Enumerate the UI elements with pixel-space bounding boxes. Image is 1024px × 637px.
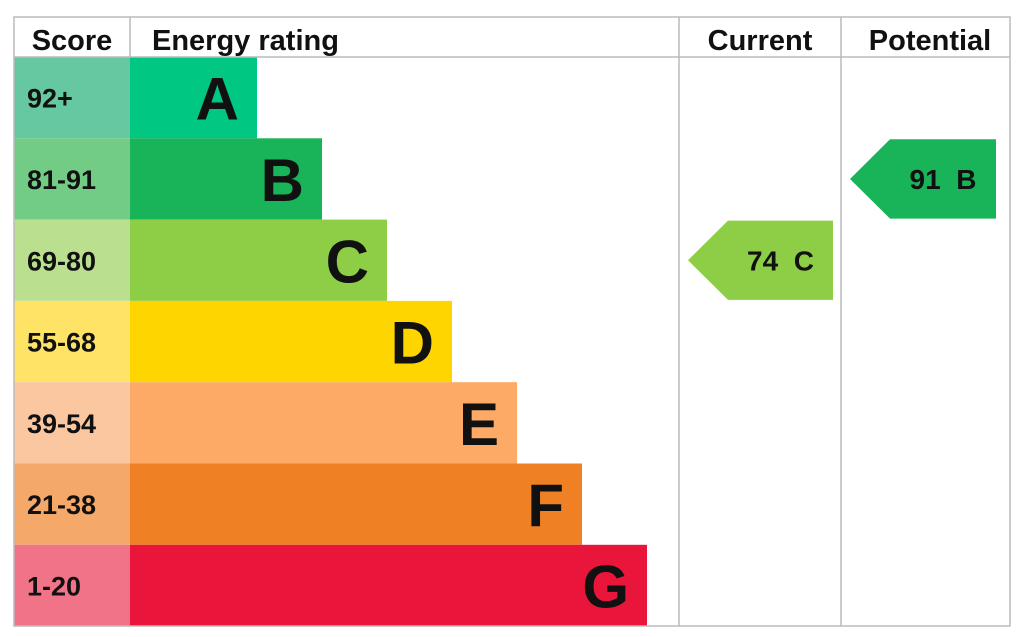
score-cell-a <box>14 57 130 139</box>
band-letter: F <box>527 472 564 539</box>
score-cell-b <box>14 138 130 220</box>
score-label: 39-54 <box>27 409 96 439</box>
score-cell-e <box>14 382 130 464</box>
band-letter: G <box>582 553 629 620</box>
header-score: Score <box>32 25 113 57</box>
score-label: 1-20 <box>27 571 81 601</box>
score-cell-f <box>14 463 130 545</box>
chart-border <box>13 16 1011 627</box>
band-letter: C <box>326 228 369 295</box>
score-label: 55-68 <box>27 328 96 358</box>
current-rating-arrow <box>688 220 833 300</box>
score-label: 21-38 <box>27 490 96 520</box>
score-label: 69-80 <box>27 246 96 276</box>
band-letter: E <box>459 391 499 458</box>
header-energy-rating: Energy rating <box>152 25 339 57</box>
band-bar-f <box>130 463 582 545</box>
current-rating-label: 74 C <box>747 245 814 276</box>
band-bar-d <box>130 300 452 383</box>
header-current: Current <box>708 25 813 57</box>
band-bar-e <box>130 382 517 464</box>
band-bar-b <box>130 138 322 220</box>
header-potential: Potential <box>869 25 991 57</box>
band-letter: B <box>261 147 304 214</box>
band-letter: D <box>391 310 434 377</box>
potential-rating-arrow <box>850 139 996 219</box>
band-bar-g <box>130 544 647 627</box>
score-cell-g <box>14 544 130 627</box>
potential-rating-label: 91 B <box>910 164 977 195</box>
score-cell-c <box>14 219 130 301</box>
band-bar-c <box>130 219 387 301</box>
score-label: 81-91 <box>27 165 96 195</box>
band-bar-a <box>130 57 257 139</box>
band-letter: A <box>196 66 239 133</box>
score-cell-d <box>14 300 130 383</box>
score-label: 92+ <box>27 84 73 114</box>
